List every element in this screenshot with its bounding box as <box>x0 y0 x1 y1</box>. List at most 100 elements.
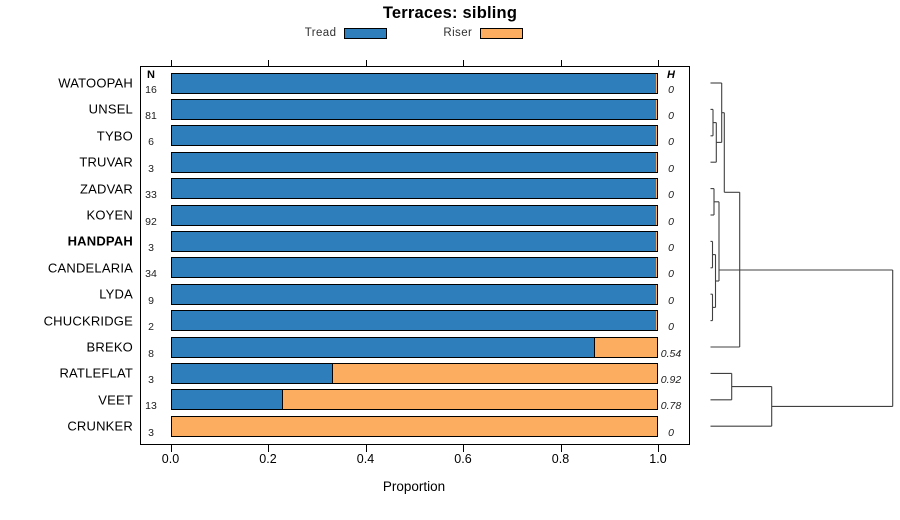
category-label: BREKO <box>86 339 133 355</box>
h-value: 0.78 <box>660 400 682 413</box>
h-value: 0 <box>668 189 674 202</box>
n-value: 34 <box>145 268 157 281</box>
x-axis-tick-top <box>560 59 562 66</box>
n-value: 3 <box>148 162 154 175</box>
x-axis-tick-bottom <box>268 445 269 452</box>
legend: Tread Riser <box>0 27 828 39</box>
x-axis-tick-bottom <box>170 445 172 452</box>
h-value: 0 <box>668 294 674 307</box>
x-axis-tick-label: 0.8 <box>551 452 570 466</box>
riser-color-swatch <box>480 27 524 39</box>
x-axis-tick-top <box>268 59 269 66</box>
category-label: CHUCKRIDGE <box>43 313 133 329</box>
category-label: TYBO <box>96 128 133 144</box>
chart-title: Terraces: sibling <box>382 4 518 22</box>
stacked-bar <box>170 178 658 200</box>
n-value: 3 <box>148 373 154 386</box>
legend-item-tread: Tread <box>305 27 388 39</box>
h-value: 0 <box>668 426 674 439</box>
n-value: 3 <box>148 241 154 254</box>
stacked-bar <box>170 310 658 332</box>
tread-segment <box>171 337 596 357</box>
x-axis-tick-top <box>658 59 659 66</box>
h-value: 0 <box>668 162 674 175</box>
tread-segment <box>171 179 656 199</box>
category-label: ZADVAR <box>80 181 133 197</box>
tread-color-swatch <box>344 27 388 39</box>
stacked-bar <box>170 257 658 279</box>
tread-segment <box>171 99 656 119</box>
n-value: 3 <box>148 426 154 439</box>
x-axis-tick-label: 1.0 <box>649 452 667 466</box>
x-axis-tick-top <box>463 59 464 66</box>
category-label: KOYEN <box>86 207 133 223</box>
stacked-bar <box>170 389 658 411</box>
category-label: UNSEL <box>88 101 133 117</box>
x-axis-tick-label: 0.2 <box>259 452 277 466</box>
category-label: WATOOPAH <box>58 75 133 91</box>
category-label: RATLEFLAT <box>59 365 133 381</box>
x-axis-title: Proportion <box>382 479 446 494</box>
n-value: 33 <box>145 189 157 202</box>
stacked-bar <box>170 204 658 226</box>
n-value: 2 <box>148 321 154 334</box>
tread-segment <box>171 231 656 251</box>
category-label: CANDELARIA <box>47 260 133 276</box>
h-value: 0 <box>668 83 674 96</box>
x-axis-tick-bottom <box>560 445 562 452</box>
x-axis-tick-label: 0.0 <box>161 452 180 466</box>
h-value: 0.54 <box>660 347 682 360</box>
legend-item-riser: Riser <box>443 27 524 39</box>
x-axis-tick-bottom <box>365 445 367 452</box>
stacked-bar <box>170 230 658 252</box>
tread-segment <box>171 205 656 225</box>
h-value: 0 <box>668 215 674 228</box>
h-value: 0 <box>668 268 674 281</box>
x-axis-tick-label: 0.6 <box>454 452 472 466</box>
stacked-bar <box>170 72 658 94</box>
x-axis-tick-bottom <box>658 445 659 452</box>
h-value: 0 <box>668 321 674 334</box>
n-value: 9 <box>148 294 154 307</box>
legend-label-tread: Tread <box>304 27 337 39</box>
tread-segment <box>171 258 656 278</box>
h-column-header: H <box>667 69 675 81</box>
h-value: 0 <box>668 241 674 254</box>
stacked-bar <box>170 125 658 147</box>
category-label: VEET <box>98 392 133 408</box>
tread-segment <box>171 152 656 172</box>
n-value: 16 <box>145 83 157 96</box>
tread-segment <box>171 390 284 410</box>
n-column-header: N <box>147 69 155 81</box>
stacked-bar <box>170 283 658 305</box>
x-axis-tick-top <box>365 59 367 66</box>
category-label: HANDPAH <box>67 233 133 249</box>
plot-area-border <box>140 66 690 445</box>
stacked-bar <box>170 415 658 437</box>
tread-segment <box>171 311 656 331</box>
n-value: 92 <box>145 215 157 228</box>
stacked-bar <box>170 151 658 173</box>
h-value: 0.92 <box>660 373 682 386</box>
category-label: CRUNKER <box>67 418 133 434</box>
h-value: 0 <box>668 109 674 122</box>
tread-segment <box>171 284 656 304</box>
n-value: 81 <box>145 109 157 122</box>
x-axis-tick-bottom <box>463 445 464 452</box>
category-label: TRUVAR <box>79 154 133 170</box>
stacked-bar <box>170 98 658 120</box>
n-value: 8 <box>148 347 154 360</box>
stacked-bar <box>170 362 658 384</box>
tread-segment <box>171 363 333 383</box>
x-axis-tick-top <box>170 59 172 66</box>
x-axis-tick-label: 0.4 <box>356 452 375 466</box>
legend-label-riser: Riser <box>443 27 473 39</box>
category-label: LYDA <box>99 286 133 302</box>
h-value: 0 <box>668 136 674 149</box>
tread-segment <box>171 126 656 146</box>
n-value: 6 <box>148 136 154 149</box>
n-value: 13 <box>145 400 157 413</box>
tread-segment <box>171 73 656 93</box>
